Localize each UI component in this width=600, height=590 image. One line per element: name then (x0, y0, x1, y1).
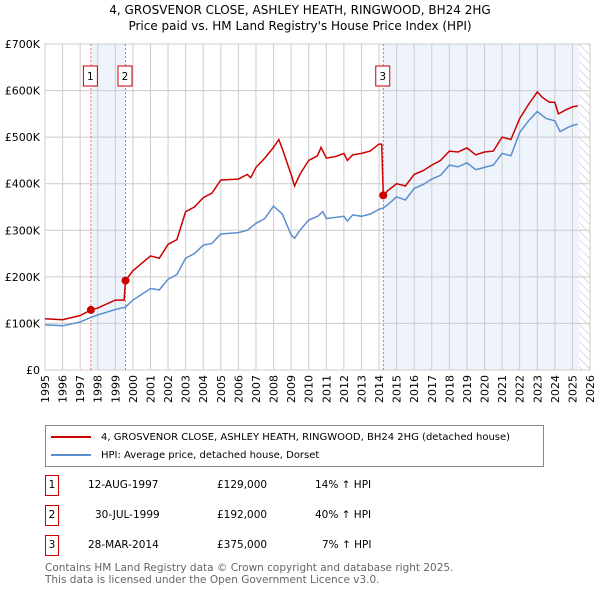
x-tick-label: 2000 (127, 375, 140, 403)
x-tick-label: 1997 (74, 375, 87, 403)
x-tick-label: 2003 (180, 375, 193, 403)
x-tick-label: 2001 (144, 375, 157, 403)
price: £375,000 (217, 539, 268, 551)
sale-marker-box (82, 65, 98, 87)
x-tick-label: 2020 (479, 375, 492, 403)
date: 28-MAR-2014 (88, 539, 159, 551)
y-tick-label: £400K (5, 178, 41, 191)
legend-item-property: 4, GROSVENOR CLOSE, ASHLEY HEATH, RINGWO… (51, 429, 510, 445)
chart-subtitle: Price paid vs. HM Land Registry's House … (128, 19, 472, 33)
price-chart: 1995 1996 1997 1998 1999 2000 2001 2002 2003 2004… (5, 38, 597, 403)
x-tick-label: 2014 (373, 375, 386, 403)
x-tick-label: 2018 (443, 375, 456, 403)
x-tick-label: 1996 (57, 375, 70, 403)
x-tick-label: 2007 (250, 375, 263, 403)
sale-marker-box (375, 65, 391, 87)
x-tick-label: 1995 (39, 375, 52, 403)
transaction-row: 2 30-JUL-1999 £192,000 40% ↑ HPI (45, 505, 545, 526)
legend-item-hpi: HPI: Average price, detached house, Dors… (51, 447, 319, 463)
sale-point (86, 305, 95, 314)
x-tick-label: 2023 (531, 375, 544, 403)
legend-swatch-red (51, 436, 91, 438)
sale-marker-label: 3 (379, 71, 386, 83)
legend-swatch-blue (51, 454, 91, 456)
y-tick-label: £500K (5, 131, 41, 144)
footer-line: This data is licensed under the Open Gov… (45, 574, 380, 586)
x-tick-label: 2013 (355, 375, 368, 403)
transaction-row: 3 28-MAR-2014 £375,000 7% ↑ HPI (45, 535, 545, 556)
hpi-diff: 40% ↑ HPI (315, 509, 372, 521)
x-tick-label: 2012 (338, 375, 351, 403)
y-tick-label: £700K (5, 38, 41, 51)
y-tick-label: £200K (5, 271, 41, 284)
x-tick-label: 2019 (461, 375, 474, 403)
x-tick-label: 2022 (514, 375, 527, 403)
legend: 4, GROSVENOR CLOSE, ASHLEY HEATH, RINGWO… (45, 425, 544, 467)
x-tick-label: 2010 (303, 375, 316, 403)
marker-badge: 1 (45, 475, 59, 496)
x-tick-label: 2006 (232, 375, 245, 403)
x-tick-label: 2016 (408, 375, 421, 403)
date: 12-AUG-1997 (88, 479, 159, 491)
x-tick-label: 2005 (215, 375, 228, 403)
date: 30-JUL-1999 (95, 509, 160, 521)
price: £129,000 (217, 479, 268, 491)
x-tick-label: 2004 (197, 375, 210, 403)
x-tick-label: 2015 (391, 375, 404, 403)
hpi-line (44, 110, 578, 327)
x-tick-label: 1999 (109, 375, 122, 403)
x-tick-label: 2009 (285, 375, 298, 403)
shaded-period (90, 44, 126, 370)
x-tick-label: 2017 (426, 375, 439, 403)
x-tick-label: 2011 (320, 375, 333, 403)
sale-point (379, 191, 388, 200)
footer-line: Contains HM Land Registry data © Crown c… (45, 562, 454, 574)
hpi-diff: 14% ↑ HPI (315, 479, 372, 491)
footer: Contains HM Land Registry data © Crown c… (45, 562, 453, 586)
marker-badge: 3 (45, 535, 59, 556)
transaction-row: 1 12-AUG-1997 £129,000 14% ↑ HPI (45, 475, 545, 496)
y-tick-label: £100K (5, 317, 41, 330)
x-tick-label: 2008 (268, 375, 281, 403)
marker-badge: 2 (45, 505, 59, 526)
property-price-line (44, 90, 578, 321)
sale-marker-box (117, 65, 133, 87)
x-tick-label: 2025 (566, 375, 579, 403)
sale-marker-label: 2 (122, 71, 129, 83)
x-tick-label: 2026 (584, 375, 597, 403)
plot-border (44, 43, 591, 371)
sale-marker-label: 1 (87, 71, 94, 83)
y-tick-label: £600K (5, 85, 41, 98)
hpi-diff: 7% ↑ HPI (322, 539, 372, 551)
x-tick-label: 2002 (162, 375, 175, 403)
y-tick-label: £0 (26, 364, 40, 377)
legend-label: 4, GROSVENOR CLOSE, ASHLEY HEATH, RINGWO… (101, 431, 511, 443)
x-tick-label: 1998 (92, 375, 105, 403)
legend-label: HPI: Average price, detached house, Dors… (101, 449, 320, 461)
sale-point (121, 276, 130, 285)
x-tick-label: 2024 (549, 375, 562, 403)
chart-title: 4, GROSVENOR CLOSE, ASHLEY HEATH, RINGWO… (109, 3, 491, 17)
x-tick-label: 2021 (496, 375, 509, 403)
price: £192,000 (217, 509, 268, 521)
shaded-period (383, 44, 580, 370)
y-tick-label: £300K (5, 224, 41, 237)
forecast-hatch (579, 44, 590, 370)
